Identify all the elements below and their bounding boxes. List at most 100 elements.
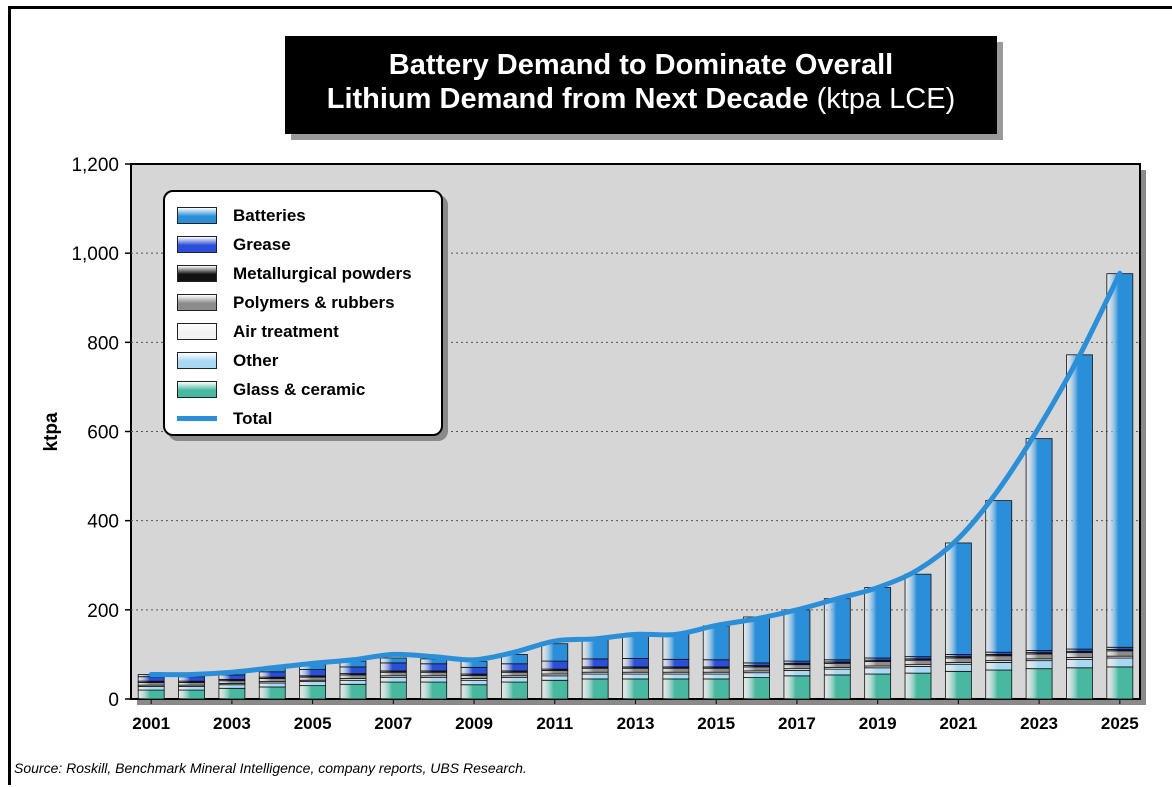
bar-other-2012 (581, 673, 609, 680)
y-tick-label: 600 (87, 423, 119, 444)
bar-other-2019 (864, 667, 892, 675)
bar-other-2003 (218, 684, 246, 689)
bar-batteries-2025 (1106, 273, 1134, 648)
bar-other-2014 (662, 673, 690, 680)
legend-item: Air treatment (177, 317, 441, 346)
bar-other-2004 (258, 682, 286, 688)
legend-label: Total (233, 408, 273, 428)
bar-glass-ceramic-2006 (339, 683, 367, 700)
x-tick-label: 2001 (132, 714, 170, 733)
bar-polymers-rubbers-2007 (379, 671, 407, 677)
legend-label: Polymers & rubbers (233, 292, 395, 312)
bar-glass-ceramic-2019 (864, 673, 892, 700)
bar-other-2006 (339, 679, 367, 685)
bar-polymers-rubbers-2020 (904, 659, 932, 666)
bar-batteries-2020 (904, 573, 932, 658)
bar-polymers-rubbers-2002 (178, 682, 205, 686)
bar-other-2011 (541, 675, 569, 681)
legend-label: Batteries (233, 205, 306, 225)
bar-glass-ceramic-2017 (783, 675, 811, 700)
bar-other-2013 (622, 673, 649, 680)
bar-polymers-rubbers-2017 (783, 664, 811, 670)
bar-chart: 0 200 400 600 800 1,000 1,200 ktpa 2001 2003 2005 2… (41, 155, 1146, 733)
bar-glass-ceramic-2003 (218, 687, 246, 700)
x-tick-label: 2013 (617, 714, 655, 733)
bar-glass-ceramic-2007 (379, 681, 407, 700)
y-tick-label: 0 (108, 690, 119, 711)
bar-other-2020 (904, 666, 932, 674)
bar-batteries-2009 (460, 661, 488, 668)
legend-label: Grease (233, 234, 291, 254)
bar-other-2018 (823, 668, 851, 676)
legend-swatch (177, 323, 217, 340)
legend-label: Glass & ceramic (233, 379, 366, 399)
x-tick-label: 2017 (778, 714, 816, 733)
x-tick-label: 2019 (859, 714, 897, 733)
x-tick-label: 2023 (1020, 714, 1058, 733)
bar-other-2023 (1025, 660, 1053, 670)
bar-polymers-rubbers-2023 (1025, 653, 1053, 660)
x-tick-label: 2011 (536, 714, 573, 733)
bar-glass-ceramic-2020 (904, 672, 932, 700)
bar-glass-ceramic-2024 (1066, 667, 1093, 700)
bar-batteries-2021 (944, 542, 972, 655)
title-unit: (ktpa LCE) (816, 83, 956, 115)
bar-other-2002 (178, 686, 205, 691)
legend-swatch (177, 207, 217, 224)
bar-other-2005 (299, 681, 327, 687)
bar-batteries-2011 (541, 643, 569, 662)
bar-grease-2005 (299, 669, 327, 677)
bar-batteries-2007 (379, 657, 407, 664)
bar-grease-2008 (420, 663, 448, 672)
bar-grease-2011 (541, 660, 569, 670)
bar-other-2016 (743, 672, 770, 679)
legend-swatch (177, 381, 217, 398)
bar-other-2001 (137, 686, 165, 691)
legend-swatch (177, 236, 217, 253)
y-tick-label: 1,000 (71, 244, 119, 265)
legend-item: Total (177, 404, 441, 433)
bar-polymers-rubbers-2001 (137, 682, 165, 686)
bar-other-2015 (702, 673, 730, 680)
bar-grease-2006 (339, 666, 367, 674)
x-tick-label: 2009 (455, 714, 493, 733)
bar-polymers-rubbers-2021 (944, 657, 972, 663)
bar-grease-2001 (137, 676, 165, 682)
bar-polymers-rubbers-2024 (1066, 652, 1093, 658)
legend-item: Grease (177, 230, 441, 259)
bar-grease-2004 (258, 671, 286, 678)
bar-polymers-rubbers-2015 (702, 667, 730, 673)
bar-grease-2013 (622, 658, 649, 668)
bar-polymers-rubbers-2011 (541, 670, 569, 675)
bar-grease-2010 (501, 663, 528, 672)
bar-glass-ceramic-2025 (1106, 666, 1134, 700)
bar-glass-ceramic-2005 (299, 685, 327, 700)
bar-glass-ceramic-2008 (420, 681, 448, 700)
bar-batteries-2018 (823, 598, 851, 661)
bar-polymers-rubbers-2009 (460, 674, 488, 679)
bar-polymers-rubbers-2005 (299, 676, 327, 681)
bar-glass-ceramic-2023 (1025, 668, 1053, 700)
bar-polymers-rubbers-2016 (743, 666, 770, 672)
x-tick-label: 2005 (294, 714, 332, 733)
bar-grease-2016 (743, 662, 770, 666)
bar-batteries-2023 (1025, 438, 1053, 651)
bar-polymers-rubbers-2018 (823, 662, 851, 668)
bar-polymers-rubbers-2010 (501, 671, 528, 677)
bar-other-2025 (1106, 657, 1134, 668)
title-line-2: Lithium Demand from Next Decade (ktpa LC… (285, 82, 997, 116)
bar-glass-ceramic-2015 (702, 678, 730, 700)
x-tick-label: 2021 (939, 714, 977, 733)
bar-glass-ceramic-2002 (178, 689, 205, 700)
bar-batteries-2024 (1066, 354, 1093, 650)
legend-label: Other (233, 350, 279, 370)
legend-label: Air treatment (233, 321, 339, 341)
bar-polymers-rubbers-2025 (1106, 650, 1134, 657)
bar-glass-ceramic-2016 (743, 677, 770, 700)
chart-title: Battery Demand to Dominate Overall Lithi… (285, 36, 997, 134)
x-tick-label: 2007 (374, 714, 412, 733)
legend-swatch (177, 416, 217, 421)
legend-label: Metallurgical powders (233, 263, 412, 283)
y-tick-label: 800 (87, 333, 119, 354)
bar-other-2008 (420, 677, 448, 683)
